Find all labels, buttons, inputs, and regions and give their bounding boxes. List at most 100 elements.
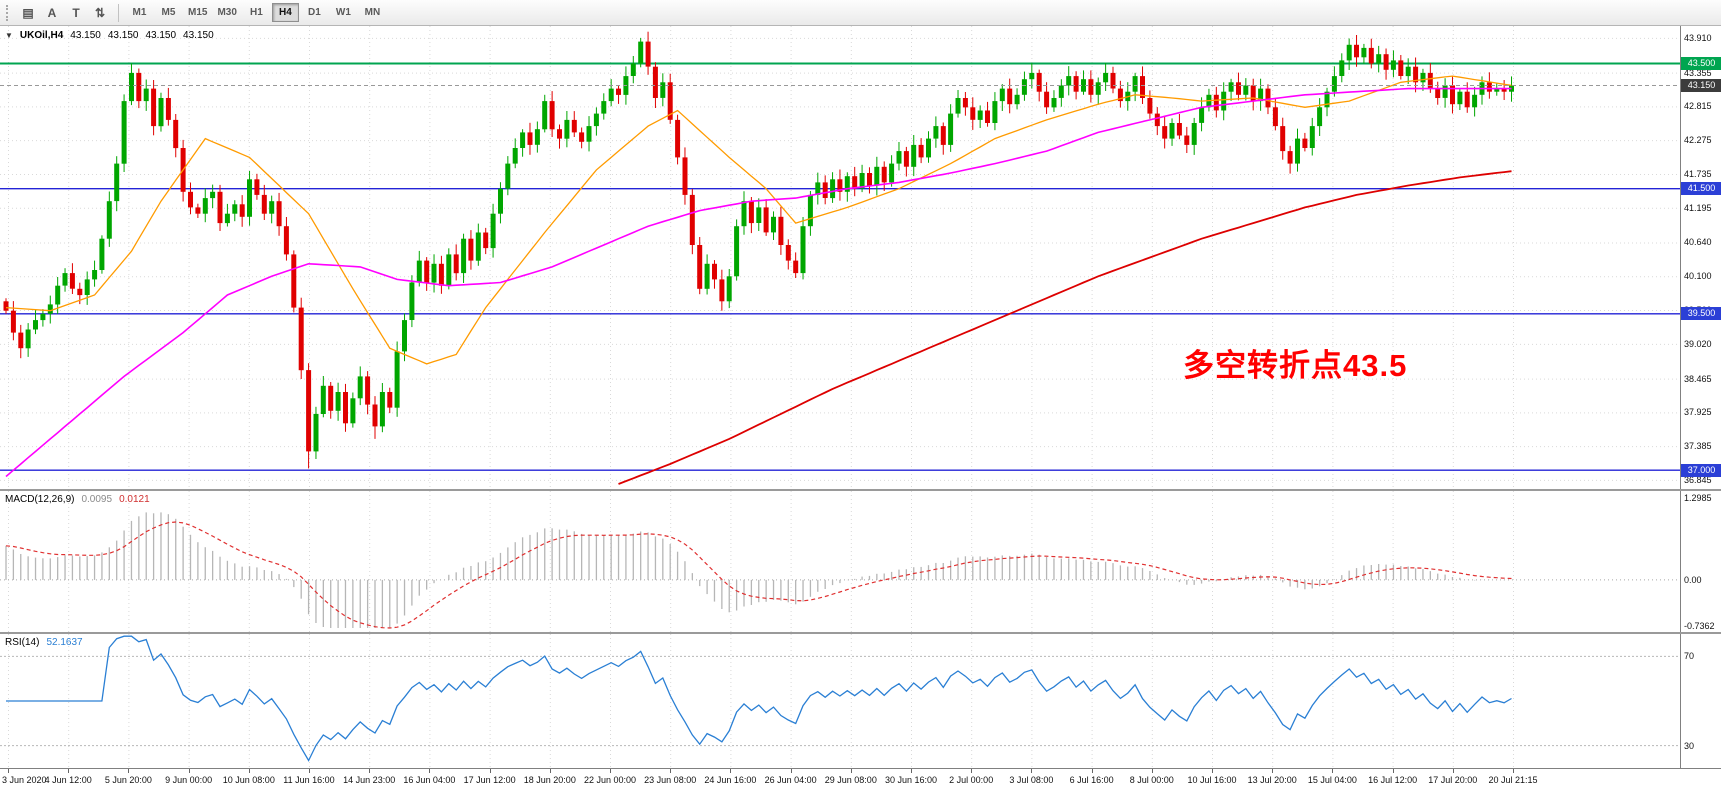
panel-splitter[interactable] (0, 632, 1721, 634)
price-badge: 43.150 (1681, 78, 1721, 92)
macd-signal-line (5, 521, 1512, 629)
time-axis-label: 10 Jun 08:00 (222, 775, 275, 785)
high-value: 43.150 (107, 30, 139, 41)
arrow-tools-icon[interactable]: A (47, 5, 57, 20)
time-axis-label: 16 Jun 04:00 (403, 775, 456, 785)
text-tool-icon[interactable]: T (72, 5, 80, 20)
macd-label: MACD(12,26,9) 0.0095 0.0121 (5, 494, 150, 505)
timeframe-button-m15[interactable]: M15 (188, 7, 208, 18)
time-axis-tick (68, 769, 70, 773)
time-axis-label: 23 Jun 08:00 (644, 775, 697, 785)
macd-axis-label: -0.7362 (1684, 621, 1715, 631)
timeframes-group: M1 M5 M15 M30 H1 H4 D1 W1 MN (125, 3, 387, 22)
charts-bar-icon[interactable]: ▤ (22, 5, 34, 20)
toolbar-grip[interactable] (6, 4, 10, 21)
time-axis-label: 26 Jun 04:00 (764, 775, 817, 785)
time-axis-tick (730, 769, 732, 773)
time-axis-tick (1513, 769, 1514, 773)
timeframe-button-d1[interactable]: D1 (308, 7, 321, 18)
time-axis-label: 3 Jun 2020 (2, 775, 47, 785)
macd-value-1: 0.0095 (81, 494, 113, 505)
price-chart-canvas (0, 26, 1680, 489)
price-axis-label: 37.385 (1684, 441, 1712, 452)
price-axis-label: 37.925 (1684, 407, 1712, 418)
time-axis-label: 17 Jul 20:00 (1428, 775, 1478, 785)
rsi-name: RSI(14) (5, 637, 40, 648)
time-axis[interactable]: 3 Jun 2020 4 Jun 12:00 5 Jun 20:00 9 Jun 00… (0, 768, 1721, 793)
time-axis-tick (1452, 769, 1454, 773)
timeframe-button-w1[interactable]: W1 (335, 7, 351, 18)
ma-fast-line (5, 75, 1512, 365)
price-axis-label: 40.100 (1684, 271, 1712, 282)
grid-vertical (8, 634, 1514, 768)
timeframe-button-m30[interactable]: M30 (217, 7, 237, 18)
annotation-text[interactable]: 多空转折点43.5 (1183, 348, 1408, 383)
close-value: 43.150 (183, 30, 214, 41)
symbol-name: UKOil,H4 (19, 30, 64, 41)
time-axis-label: 15 Jul 04:00 (1307, 775, 1357, 785)
time-axis-tick (1272, 769, 1274, 773)
time-axis-label: 13 Jul 20:00 (1247, 775, 1297, 785)
macd-panel[interactable]: MACD(12,26,9) 0.0095 0.0121 (0, 491, 1680, 632)
timeframe-button-h4[interactable]: H4 (271, 3, 299, 22)
price-badge: 39.500 (1681, 307, 1721, 321)
time-axis-label: 3 Jul 08:00 (1009, 775, 1054, 785)
scale-arrows-icon[interactable]: ⇅ (94, 5, 106, 20)
time-axis-tick (1332, 769, 1334, 773)
price-axis-label: 43.355 (1684, 67, 1712, 78)
panel-splitter[interactable] (0, 489, 1721, 491)
rsi-panel[interactable]: RSI(14) 52.1637 (0, 634, 1680, 768)
macd-histogram (5, 512, 1505, 628)
price-badge: 43.500 (1681, 57, 1721, 71)
price-axis-label: 38.465 (1684, 373, 1712, 384)
time-axis-label: 20 Jul 21:15 (1488, 775, 1538, 785)
timeframe-button-m5[interactable]: M5 (161, 7, 176, 18)
time-axis-label: 4 Jun 12:00 (44, 775, 92, 785)
time-axis-label: 5 Jun 20:00 (104, 775, 152, 785)
macd-axis-label: 0.00 (1684, 574, 1702, 585)
ma-slow-line (618, 170, 1512, 485)
time-axis-tick (489, 769, 491, 773)
toolbar: ▤ A T ⇅ M1 M5 M15 M30 H1 H4 D1 W1 MN (0, 0, 1721, 26)
time-axis-label: 14 Jun 23:00 (343, 775, 396, 785)
chevron-down-icon[interactable]: ▼ (5, 31, 13, 40)
price-axis-label: 43.910 (1684, 32, 1712, 43)
time-axis-tick (1151, 769, 1153, 773)
timeframe-button-h1[interactable]: H1 (250, 7, 263, 18)
grid-horizontal (0, 37, 1680, 481)
toolbar-separator (118, 3, 119, 22)
time-axis-label: 29 Jun 08:00 (824, 775, 877, 785)
time-axis-tick (188, 769, 190, 773)
time-axis-label: 18 Jun 20:00 (523, 775, 576, 785)
time-axis-tick (670, 769, 672, 773)
price-chart-panel[interactable]: ▼ UKOil,H4 43.150 43.150 43.150 43.150 多… (0, 26, 1680, 489)
macd-axis-label: 1.2985 (1684, 493, 1712, 503)
time-axis-tick (1091, 769, 1093, 773)
candles (3, 31, 1514, 469)
macd-canvas (0, 491, 1680, 632)
time-axis-label: 10 Jul 16:00 (1187, 775, 1237, 785)
ma-mid-line (5, 87, 1512, 478)
time-axis-label: 24 Jun 16:00 (704, 775, 757, 785)
price-axis-label: 36.845 (1684, 474, 1712, 485)
time-axis-label: 8 Jul 00:00 (1129, 775, 1174, 785)
price-badge: 37.000 (1681, 463, 1721, 477)
open-value: 43.150 (70, 30, 101, 41)
rsi-axis-label: 30 (1684, 740, 1695, 751)
timeframe-button-m1[interactable]: M1 (132, 7, 147, 18)
price-axis[interactable]: 43.910 43.355 42.815 42.275 41.735 41.195 40.6… (1680, 26, 1721, 768)
timeframe-button-mn[interactable]: MN (364, 7, 381, 18)
grid-vertical (8, 491, 1514, 632)
time-axis-label: 11 Jun 16:00 (283, 775, 335, 785)
macd-name: MACD(12,26,9) (5, 494, 75, 505)
price-badge: 41.500 (1681, 182, 1721, 196)
time-axis-tick (549, 769, 551, 773)
time-axis-tick (8, 769, 9, 773)
grid-vertical (8, 26, 1514, 489)
rsi-canvas (0, 634, 1680, 768)
macd-value-2: 0.0121 (119, 494, 150, 505)
time-axis-label: 9 Jun 00:00 (165, 775, 213, 785)
drawing-tools-group: ▤ A T ⇅ (16, 3, 112, 23)
time-axis-label: 16 Jul 12:00 (1368, 775, 1418, 785)
